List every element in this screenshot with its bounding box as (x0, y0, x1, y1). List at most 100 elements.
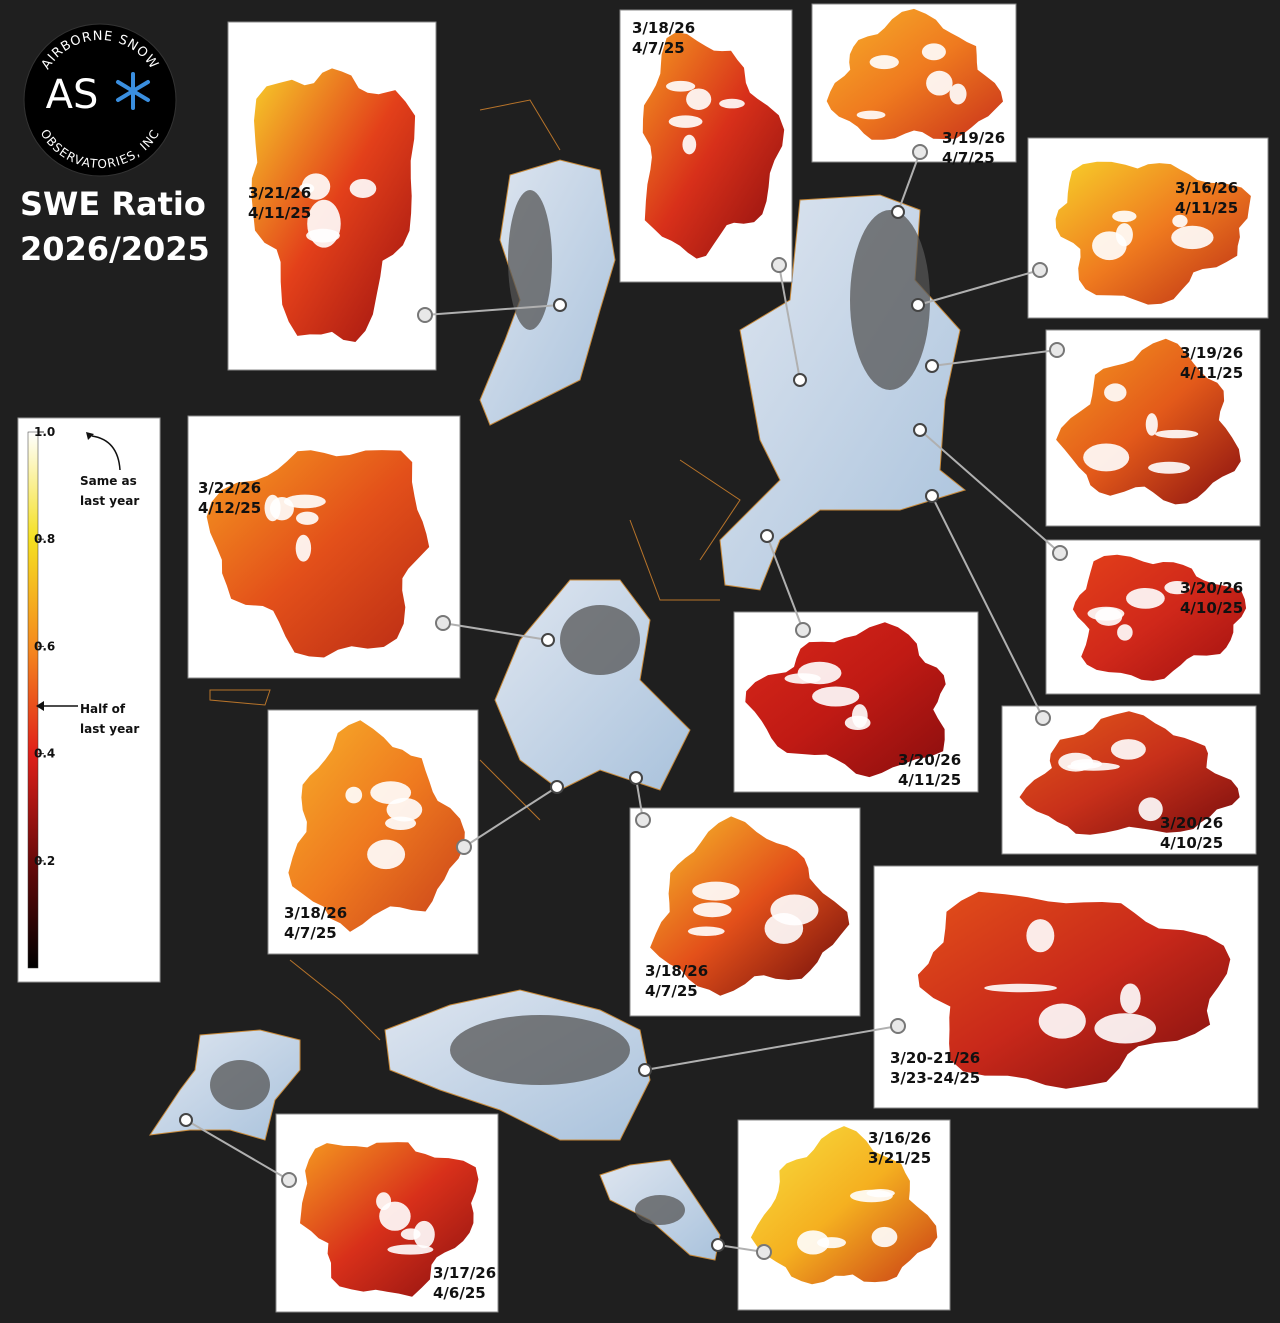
snow-free-patch (367, 839, 406, 870)
snow-free-patch (926, 70, 953, 96)
snow-free-patch (1070, 759, 1103, 769)
snowflake-icon (116, 72, 150, 110)
snow-free-patch (1083, 443, 1130, 472)
connector-line (424, 304, 561, 316)
date-label: 3/22/26 (198, 479, 261, 497)
date-label: 3/23-24/25 (890, 1069, 980, 1087)
snow-free-patch (764, 913, 804, 944)
connector-line (931, 495, 1044, 719)
snow-free-patch (692, 902, 732, 918)
snow-free-patch (812, 686, 860, 707)
connector-line (897, 151, 921, 213)
date-label: 4/11/25 (1175, 199, 1238, 217)
arrow-head (36, 701, 44, 711)
annotation-arrow (91, 435, 121, 471)
connector-end (1032, 262, 1048, 278)
snow-free-patch (295, 534, 312, 562)
date-label: 4/10/25 (1160, 834, 1223, 852)
connector-end (1049, 342, 1065, 358)
snow-free-patch (1145, 413, 1158, 436)
basin-marker (179, 1113, 193, 1127)
tick-label: 1.0 (34, 425, 55, 439)
snow-free-patch (376, 1192, 392, 1211)
snow-free-patch (386, 797, 423, 822)
date-label: 3/19/26 (942, 129, 1005, 147)
basin (494, 579, 691, 791)
ratio-map (1072, 554, 1247, 681)
snow-free-patch (984, 983, 1057, 993)
legend-annotation: last year (80, 722, 139, 736)
ratio-map (1055, 161, 1251, 305)
snow-free-patch (1110, 739, 1146, 760)
basin-marker (891, 205, 905, 219)
snow-free-patch (687, 926, 725, 937)
connector-end (771, 257, 787, 273)
date-label: 4/7/25 (632, 39, 685, 57)
snow-free-patch (1138, 797, 1163, 822)
snow-free-patch (1026, 919, 1055, 953)
snow-free-patch (856, 110, 886, 120)
basin-shade (560, 605, 640, 675)
title: SWE Ratio (20, 185, 206, 223)
date-label: 3/18/26 (284, 904, 347, 922)
snow-free-patch (949, 83, 967, 105)
basin-marker (760, 529, 774, 543)
date-label: 4/7/25 (942, 149, 995, 167)
boundary-line (479, 99, 561, 151)
basin-marker (911, 298, 925, 312)
connector-line (917, 269, 1041, 306)
snow-free-patch (719, 98, 745, 109)
snow-free-patch (921, 43, 946, 61)
ratio-map (826, 8, 1003, 140)
snow-free-patch (345, 786, 363, 804)
tick-label: 0.2 (34, 854, 55, 868)
connector-end (1035, 710, 1051, 726)
date-label: 3/19/26 (1180, 344, 1243, 362)
colorbar (27, 431, 39, 969)
date-label: 4/11/25 (1180, 364, 1243, 382)
date-label: 3/16/26 (1175, 179, 1238, 197)
tick-label: 0.6 (34, 639, 55, 653)
basin-marker (913, 423, 927, 437)
logo-mark: AS (46, 72, 99, 118)
snow-free-patch (784, 673, 821, 684)
basin-marker (638, 1063, 652, 1077)
snow-free-patch (686, 88, 712, 110)
connector-line (766, 535, 804, 631)
basin-shade (210, 1060, 270, 1110)
connector-line (463, 786, 558, 848)
date-label: 3/20-21/26 (890, 1049, 980, 1067)
date-label: 3/18/26 (632, 19, 695, 37)
snow-free-patch (692, 881, 740, 901)
ratio-map (917, 891, 1231, 1089)
snow-free-patch (413, 1220, 435, 1249)
snow-free-patch (666, 80, 696, 92)
date-label: 4/12/25 (198, 499, 261, 517)
boundary-line (679, 459, 741, 561)
snow-free-patch (1171, 225, 1214, 250)
basin-shade (450, 1015, 630, 1085)
legend-annotation: Same as (80, 474, 137, 488)
date-label: 3/20/26 (1160, 814, 1223, 832)
snow-free-patch (283, 494, 326, 509)
date-label: 4/7/25 (645, 982, 698, 1000)
basin-marker (629, 771, 643, 785)
date-label: 4/11/25 (898, 771, 961, 789)
snow-free-patch (1115, 223, 1133, 247)
connector-end (795, 622, 811, 638)
tick-label: 0.4 (34, 747, 55, 761)
snow-free-patch (871, 1226, 898, 1248)
boundary-line (209, 689, 271, 706)
snow-free-patch (1148, 461, 1191, 474)
legend-annotation: last year (80, 494, 139, 508)
legend: 1.0 0.8 0.6 0.4 0.2 Same as last year Half of la… (17, 417, 161, 983)
basin-marker (793, 373, 807, 387)
legend-annotation: Half of (80, 702, 126, 716)
basin-shade (635, 1195, 685, 1225)
connector-line (931, 349, 1058, 367)
snow-free-patch (1164, 581, 1191, 595)
title: 2026/2025 (20, 230, 210, 268)
snow-free-patch (866, 1189, 895, 1198)
snow-free-patch (307, 199, 341, 248)
